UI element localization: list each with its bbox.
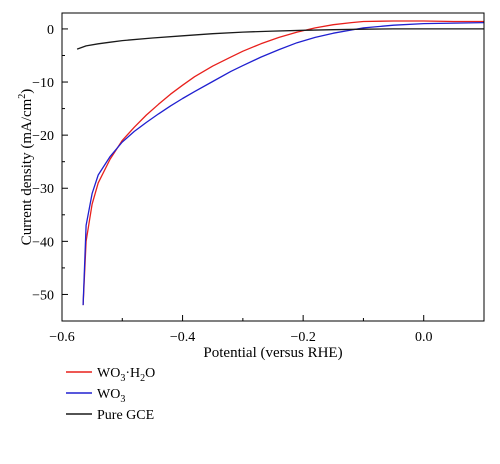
legend: WO3·H2O WO3 Pure GCE bbox=[66, 366, 155, 423]
x-tick-label: −0.2 bbox=[290, 330, 315, 345]
y-tick-label: −20 bbox=[32, 129, 54, 144]
legend-label-wo3: WO3 bbox=[97, 387, 125, 405]
y-tick-label: 0 bbox=[47, 23, 54, 38]
legend-entry-wo3-h2o: WO3·H2O bbox=[66, 366, 155, 384]
series-line-wo3-h2o bbox=[82, 20, 484, 306]
x-tick-label: 0.0 bbox=[415, 330, 433, 345]
y-axis-label: Current density (mA/cm2) bbox=[17, 89, 35, 246]
x-tick-label: −0.6 bbox=[49, 330, 74, 345]
x-axis-label: Potential (versus RHE) bbox=[203, 345, 342, 361]
series-line-pure-gce bbox=[76, 28, 484, 50]
legend-label-pure-gce: Pure GCE bbox=[97, 408, 154, 423]
y-axis-label-close: ) bbox=[19, 89, 35, 94]
series-line-wo3 bbox=[82, 21, 485, 306]
legend-entry-pure-gce: Pure GCE bbox=[66, 408, 154, 423]
x-tick-label: −0.4 bbox=[170, 330, 195, 345]
y-tick-label: −30 bbox=[32, 182, 54, 197]
y-tick-label: −50 bbox=[32, 288, 54, 303]
series-curves bbox=[76, 20, 485, 306]
y-tick-label: −10 bbox=[32, 76, 54, 91]
y-axis-label-sup: 2 bbox=[17, 94, 28, 99]
plot-frame bbox=[61, 12, 485, 322]
y-axis-ticks: 0 −10 −20 −30 −40 −50 bbox=[32, 23, 68, 303]
legend-entry-wo3: WO3 bbox=[66, 387, 125, 405]
x-axis-ticks: −0.6 −0.4 −0.2 0.0 bbox=[49, 315, 432, 345]
y-tick-label: −40 bbox=[32, 235, 54, 250]
y-axis-label-main: Current density (mA/cm bbox=[19, 98, 35, 245]
legend-label-wo3-h2o: WO3·H2O bbox=[97, 366, 155, 384]
